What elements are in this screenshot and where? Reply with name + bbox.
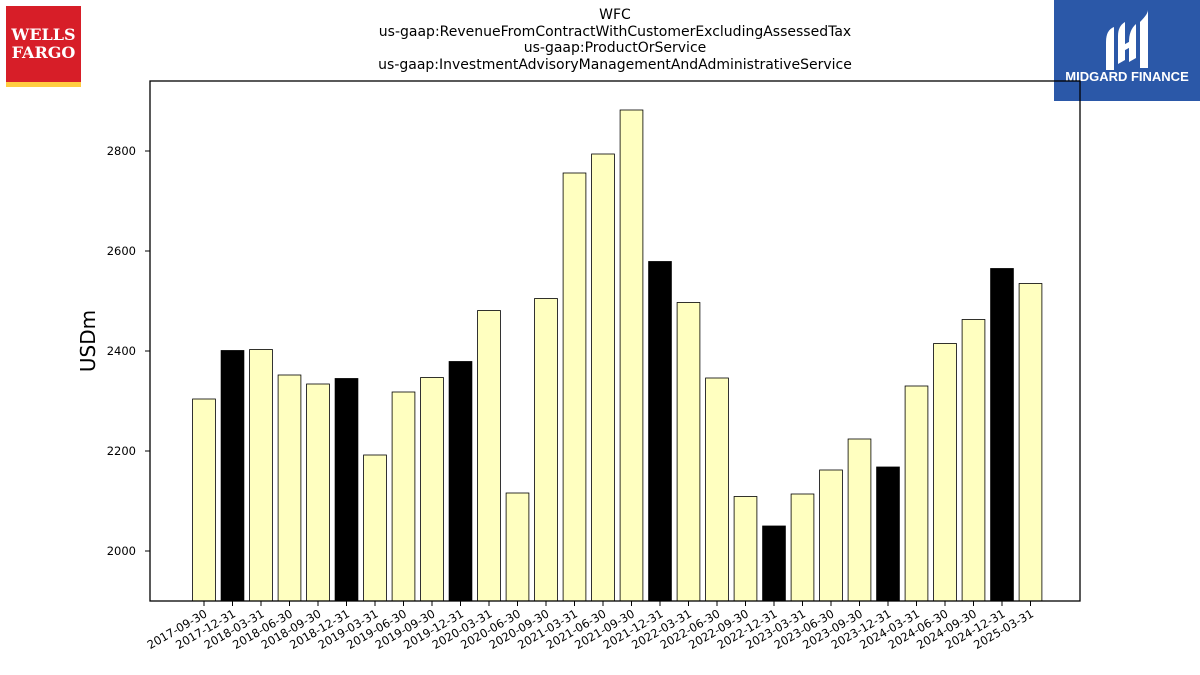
bar-2024-09-30	[961, 319, 986, 602]
bar-2021-09-30	[619, 109, 644, 602]
chart-title-line-1: WFC	[599, 7, 631, 23]
wells-fargo-logo-text-2: FARGO	[12, 43, 76, 62]
bar-2021-12-31	[648, 261, 672, 602]
bar-2019-09-30	[420, 377, 444, 602]
y-axis-label: USDm	[76, 310, 100, 372]
y-tick-label: 2800	[107, 144, 136, 158]
chart-title-line-2: us-gaap:RevenueFromContractWithCustomerE…	[378, 23, 852, 40]
chart-title-line-4: us-gaap:InvestmentAdvisoryManagementAndA…	[378, 56, 852, 73]
bar-2021-03-31	[562, 172, 587, 602]
wells-fargo-logo-text-1: WELLS	[10, 25, 75, 44]
bar-2022-03-31	[676, 302, 701, 602]
bar-2024-06-30	[933, 343, 957, 602]
bar-2020-03-31	[477, 310, 501, 602]
bars-group	[192, 109, 1043, 602]
bar-2020-09-30	[534, 298, 558, 602]
bar-2024-12-31	[990, 268, 1014, 602]
y-tick-label: 2200	[107, 444, 136, 458]
bar-2018-12-31	[334, 378, 359, 602]
bar-2018-09-30	[306, 383, 330, 602]
bar-2017-09-30	[192, 398, 216, 602]
bar-2021-06-30	[591, 153, 615, 602]
bar-2019-12-31	[448, 361, 473, 602]
bar-2023-09-30	[847, 438, 872, 602]
midgard-mark-icon	[1106, 10, 1148, 70]
bar-2022-09-30	[733, 496, 758, 602]
wells-fargo-logo: WELLS FARGO	[6, 6, 81, 87]
y-tick-label: 2400	[107, 344, 136, 358]
y-tick-label: 2000	[107, 544, 136, 558]
chart-title-line-3: us-gaap:ProductOrService	[523, 40, 707, 56]
midgard-finance-logo: MIDGARD FINANCE	[1054, 0, 1200, 101]
bar-2018-06-30	[277, 374, 302, 602]
bar-2022-12-31	[762, 525, 786, 602]
bar-2024-03-31	[904, 385, 929, 602]
y-tick-label: 2600	[107, 244, 136, 258]
y-axis: 2000 2200 2400 2600 2800	[107, 144, 150, 558]
bar-2018-03-31	[249, 349, 273, 602]
bar-2023-12-31	[876, 466, 900, 602]
bar-2022-06-30	[705, 377, 729, 602]
bar-2023-06-30	[819, 469, 843, 602]
x-axis: 2017-09-302017-12-312018-03-312018-06-30…	[145, 601, 1036, 652]
plot-frame	[149, 80, 1081, 602]
midgard-logo-text: MIDGARD FINANCE	[1065, 69, 1189, 84]
bar-2023-03-31	[790, 493, 815, 602]
bar-2019-03-31	[363, 454, 387, 602]
bar-2020-06-30	[505, 492, 530, 602]
bar-2025-03-31	[1018, 283, 1043, 602]
bar-2017-12-31	[220, 350, 245, 602]
bar-2019-06-30	[391, 391, 416, 602]
